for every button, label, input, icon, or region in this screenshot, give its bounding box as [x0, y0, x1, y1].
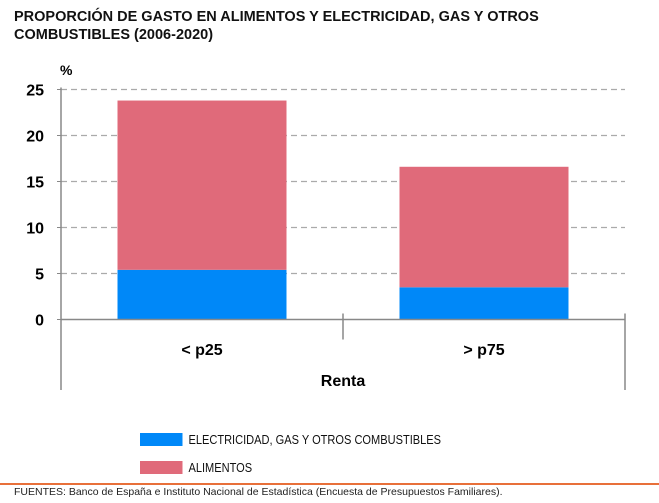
x-tick-label: < p25: [181, 342, 222, 359]
y-tick-label: 10: [26, 221, 44, 238]
legend-label: ALIMENTOS: [188, 460, 253, 475]
bar-segment: [117, 100, 287, 270]
y-tick-label: 5: [35, 267, 44, 284]
legend-swatch: [140, 461, 183, 474]
chart: 0 5 10 15 20 25 < p25 > p75 Renta: [26, 83, 626, 390]
y-tick-label: 20: [26, 129, 44, 146]
legend-item-electricity: ELECTRICIDAD, GAS Y OTROS COMBUSTIBLES: [140, 432, 441, 447]
footer-divider: [0, 483, 659, 485]
legend-swatch: [140, 433, 183, 446]
y-axis-unit: %: [60, 62, 73, 78]
x-tick-label: > p75: [463, 342, 504, 359]
y-tick-label: 25: [26, 83, 44, 100]
bar-segment: [117, 269, 287, 320]
x-axis-label: Renta: [321, 373, 366, 390]
chart-title: PROPORCIÓN DE GASTO EN ALIMENTOS Y ELECT…: [14, 9, 539, 43]
bar-segment: [399, 166, 569, 288]
legend-label: ELECTRICIDAD, GAS Y OTROS COMBUSTIBLES: [188, 432, 442, 447]
bar-segment: [399, 287, 569, 320]
y-tick-label: 0: [35, 313, 44, 330]
legend-item-food: ALIMENTOS: [140, 460, 252, 475]
footer-source: FUENTES: Banco de España e Instituto Nac…: [14, 486, 503, 498]
y-tick-label: 15: [26, 175, 44, 192]
